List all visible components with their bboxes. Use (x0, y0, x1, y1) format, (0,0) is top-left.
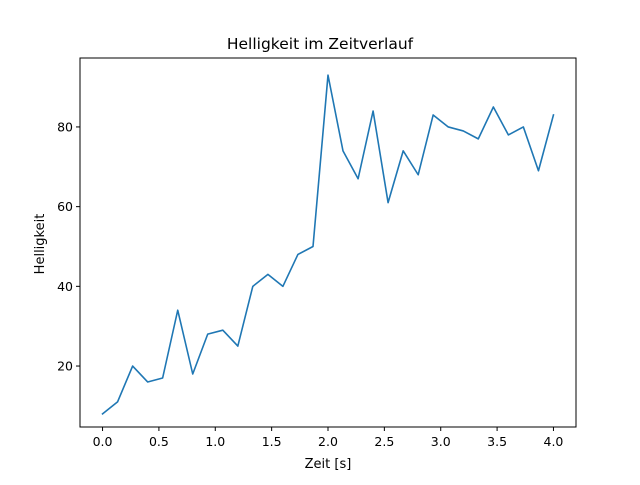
y-axis-label: Helligkeit (33, 214, 48, 275)
x-tick-label: 3.0 (431, 434, 451, 449)
x-tick-label: 2.0 (318, 434, 338, 449)
plot-area (101, 74, 555, 415)
x-tick-label: 2.5 (374, 434, 394, 449)
series-line (101, 74, 555, 415)
x-tick-label: 0.0 (93, 434, 113, 449)
x-tick-label: 3.5 (487, 434, 507, 449)
x-axis: 0.0 0.5 1.0 1.5 2.0 2.5 3.0 3.5 4.0 (93, 427, 564, 449)
y-tick-label: 60 (57, 199, 73, 214)
y-axis: 20 40 60 80 (57, 119, 80, 374)
x-axis-label: Zeit [s] (305, 457, 352, 472)
y-tick-label: 80 (57, 119, 73, 134)
x-tick-label: 1.5 (262, 434, 282, 449)
x-tick-label: 1.0 (205, 434, 225, 449)
x-tick-label: 0.5 (149, 434, 169, 449)
chart-title: Helligkeit im Zeitverlauf (227, 35, 414, 53)
x-tick-label: 4.0 (544, 434, 564, 449)
y-tick-label: 20 (57, 359, 73, 374)
y-tick-label: 40 (57, 279, 73, 294)
